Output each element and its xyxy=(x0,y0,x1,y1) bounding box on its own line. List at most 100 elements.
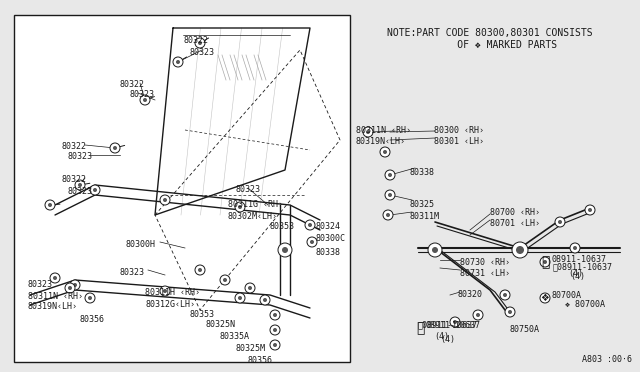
Text: 80700 ‹RH›: 80700 ‹RH› xyxy=(490,208,540,217)
Text: ❖ 80700A: ❖ 80700A xyxy=(565,300,605,309)
Text: 80325N: 80325N xyxy=(205,320,235,329)
Circle shape xyxy=(45,200,55,210)
Text: 80731 ‹LH›: 80731 ‹LH› xyxy=(460,269,510,278)
Circle shape xyxy=(223,278,227,282)
Text: 08911-10637: 08911-10637 xyxy=(425,321,480,330)
Circle shape xyxy=(195,38,205,48)
Circle shape xyxy=(453,320,457,324)
Text: 80300H: 80300H xyxy=(125,240,155,249)
Circle shape xyxy=(75,180,85,190)
Circle shape xyxy=(500,290,510,300)
Circle shape xyxy=(273,313,277,317)
Circle shape xyxy=(270,340,280,350)
Circle shape xyxy=(380,147,390,157)
Text: 80730 ‹RH›: 80730 ‹RH› xyxy=(460,258,510,267)
Text: 80353: 80353 xyxy=(270,222,295,231)
Text: 80323: 80323 xyxy=(130,90,155,99)
Circle shape xyxy=(50,273,60,283)
Circle shape xyxy=(93,188,97,192)
Text: 80311N ‹RH›: 80311N ‹RH› xyxy=(356,126,411,135)
Text: 80300C: 80300C xyxy=(315,234,345,243)
Circle shape xyxy=(310,240,314,244)
Circle shape xyxy=(505,307,515,317)
Circle shape xyxy=(88,296,92,300)
Text: 80311H ‹RH›: 80311H ‹RH› xyxy=(145,288,200,297)
Text: 80323: 80323 xyxy=(235,185,260,194)
Circle shape xyxy=(238,296,242,300)
Circle shape xyxy=(273,343,277,347)
Circle shape xyxy=(78,183,82,187)
Text: 80335A: 80335A xyxy=(220,332,250,341)
Circle shape xyxy=(163,289,167,293)
Text: (4): (4) xyxy=(568,269,583,278)
Circle shape xyxy=(508,310,512,314)
Circle shape xyxy=(273,328,277,332)
Circle shape xyxy=(48,203,52,207)
Circle shape xyxy=(305,220,315,230)
Circle shape xyxy=(143,98,147,102)
Text: 80302M‹LH›: 80302M‹LH› xyxy=(228,212,278,221)
Circle shape xyxy=(90,185,100,195)
Text: 80356: 80356 xyxy=(248,356,273,365)
Text: ❖: ❖ xyxy=(541,293,549,303)
Text: 80700A: 80700A xyxy=(552,292,582,301)
Circle shape xyxy=(588,208,592,212)
Circle shape xyxy=(540,257,550,267)
Circle shape xyxy=(245,283,255,293)
Text: 80338: 80338 xyxy=(315,248,340,257)
Circle shape xyxy=(543,260,547,264)
Circle shape xyxy=(363,127,373,137)
Text: 80701 ‹LH›: 80701 ‹LH› xyxy=(490,219,540,228)
Text: 80323: 80323 xyxy=(68,152,93,161)
Circle shape xyxy=(307,237,317,247)
Text: ⓝ08911-10637: ⓝ08911-10637 xyxy=(418,320,478,329)
Text: 80322: 80322 xyxy=(62,142,87,151)
Circle shape xyxy=(432,247,438,253)
Text: (4): (4) xyxy=(434,332,449,341)
Circle shape xyxy=(235,202,245,212)
Text: ⓝ08911-10637: ⓝ08911-10637 xyxy=(553,262,613,271)
Text: 80338: 80338 xyxy=(410,168,435,177)
Text: 80319N‹LH›: 80319N‹LH› xyxy=(356,137,406,146)
Text: (4): (4) xyxy=(570,272,585,281)
Circle shape xyxy=(70,280,80,290)
Circle shape xyxy=(238,205,242,209)
Circle shape xyxy=(385,190,395,200)
Text: 80311N ‹RH›: 80311N ‹RH› xyxy=(28,292,83,301)
Text: 80311M: 80311M xyxy=(410,212,440,221)
Text: 80323: 80323 xyxy=(68,187,93,196)
Text: 80353: 80353 xyxy=(190,310,215,319)
Circle shape xyxy=(248,286,252,290)
Text: 08911-10637: 08911-10637 xyxy=(552,254,607,263)
Text: 80300 ‹RH›: 80300 ‹RH› xyxy=(434,126,484,135)
Text: 80301 ‹LH›: 80301 ‹LH› xyxy=(434,137,484,146)
Circle shape xyxy=(160,286,170,296)
Circle shape xyxy=(388,173,392,177)
Circle shape xyxy=(450,317,460,327)
Text: 80322: 80322 xyxy=(120,80,145,89)
Circle shape xyxy=(68,286,72,290)
Circle shape xyxy=(85,293,95,303)
Circle shape xyxy=(476,313,480,317)
Circle shape xyxy=(570,243,580,253)
Circle shape xyxy=(198,41,202,45)
Text: A803 :00·6: A803 :00·6 xyxy=(582,355,632,364)
Text: 80322: 80322 xyxy=(62,175,87,184)
Text: 80323: 80323 xyxy=(120,268,145,277)
Text: (4): (4) xyxy=(440,335,455,344)
Circle shape xyxy=(163,198,167,202)
Circle shape xyxy=(173,57,183,67)
Circle shape xyxy=(160,195,170,205)
Text: ⓝ: ⓝ xyxy=(416,321,424,335)
Text: 80312G‹LH›: 80312G‹LH› xyxy=(145,300,195,309)
Bar xyxy=(14,15,350,362)
Text: 80322: 80322 xyxy=(183,36,208,45)
Circle shape xyxy=(235,293,245,303)
Circle shape xyxy=(260,295,270,305)
Text: NOTE:PART CODE 80300,80301 CONSISTS
      OF ❖ MARKED PARTS: NOTE:PART CODE 80300,80301 CONSISTS OF ❖… xyxy=(387,28,593,49)
Circle shape xyxy=(176,60,180,64)
Text: 80320: 80320 xyxy=(457,290,482,299)
Circle shape xyxy=(198,268,202,272)
Circle shape xyxy=(540,293,550,303)
Circle shape xyxy=(428,243,442,257)
